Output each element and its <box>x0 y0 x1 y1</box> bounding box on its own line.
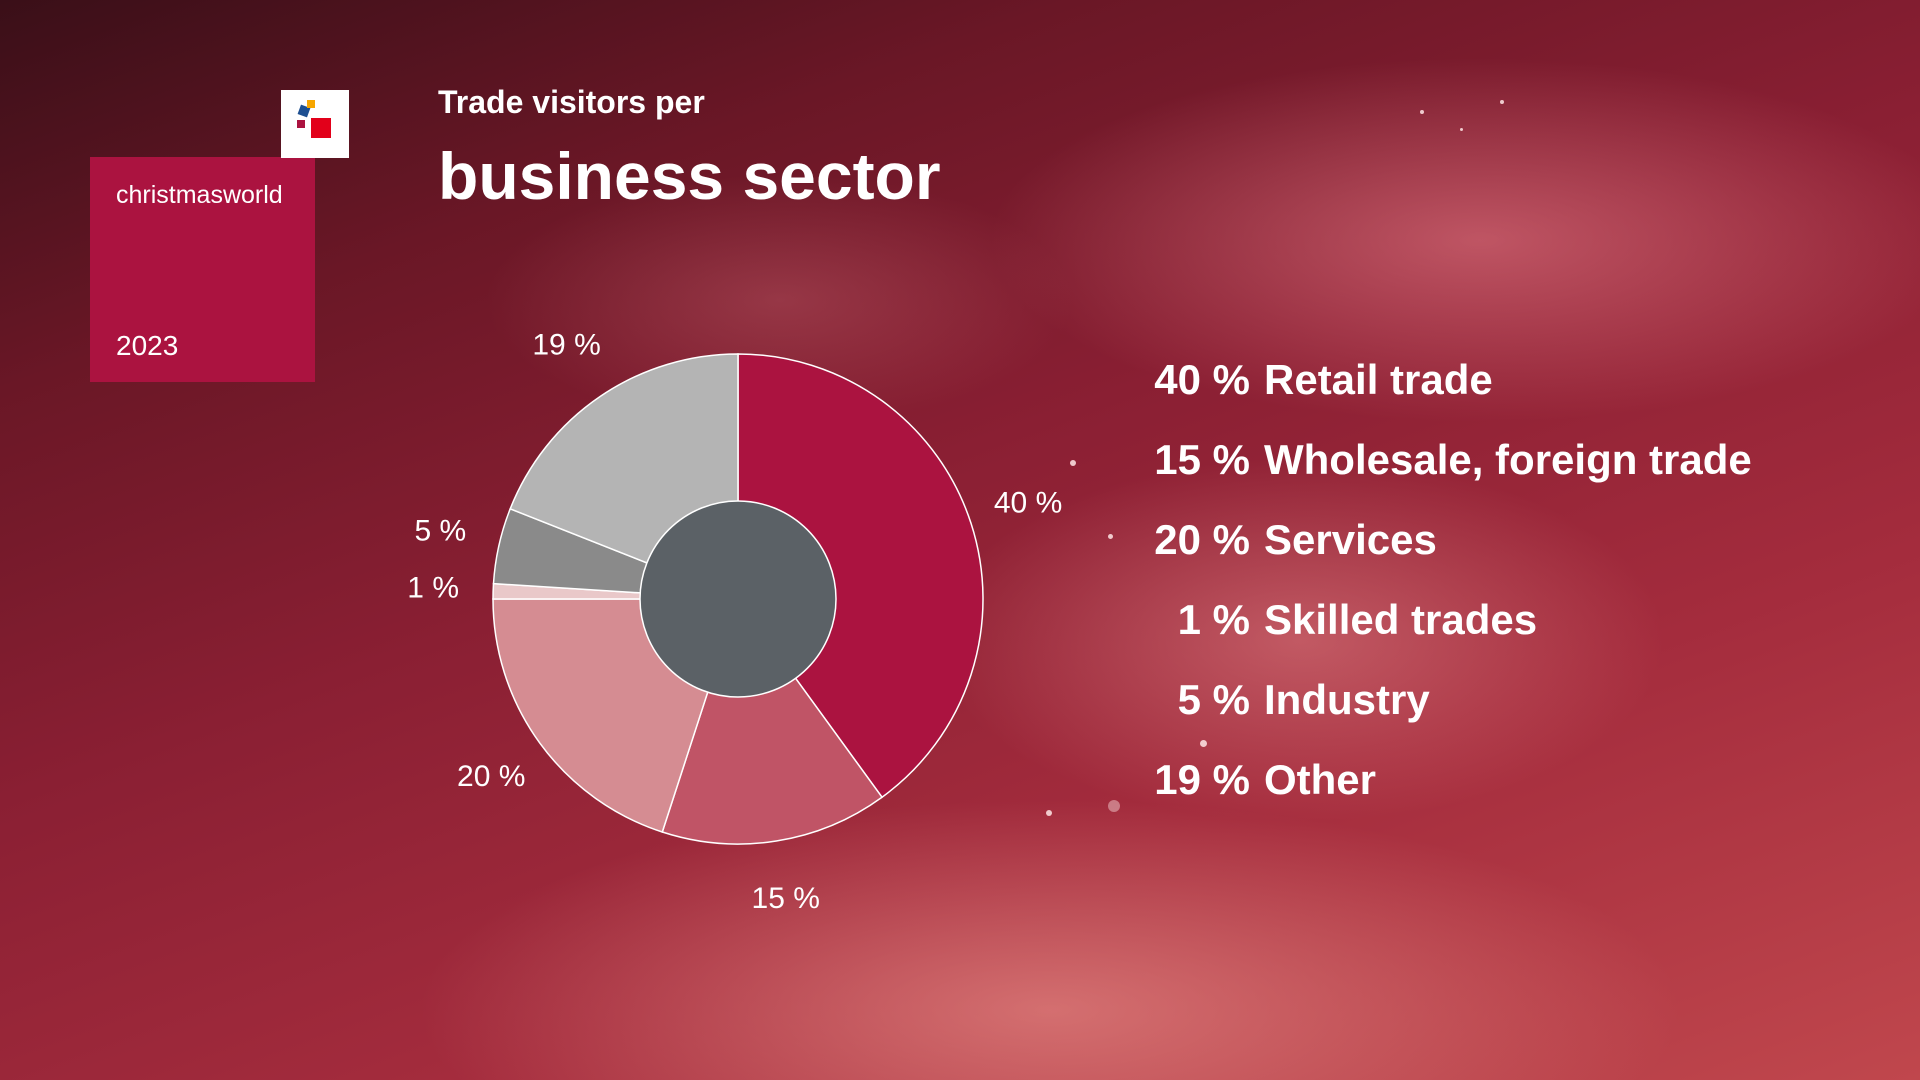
legend-label: Wholesale, foreign trade <box>1264 436 1752 483</box>
pie-slice-label: 19 % <box>532 329 600 362</box>
logo-square-berry <box>297 120 305 128</box>
legend-percent: 5 % <box>1177 676 1250 723</box>
pie-slice-label: 1 % <box>407 571 459 604</box>
sparkle <box>1108 800 1120 812</box>
chart-subtitle: Trade visitors per <box>438 84 705 120</box>
legend: 40 % Retail trade 15 % Wholesale, foreig… <box>1138 340 1752 820</box>
pie-slice <box>661 597 884 845</box>
pie-slice-label: 20 % <box>457 760 525 793</box>
sparkle <box>1500 100 1504 104</box>
legend-label: Skilled trades <box>1264 596 1538 643</box>
legend-item: 19 % Other <box>1138 740 1752 820</box>
sparkle <box>1070 460 1076 466</box>
brand-card: christmasworld 2023 <box>90 157 315 382</box>
pie-slice-label: 15 % <box>752 882 820 915</box>
legend-label: Industry <box>1264 676 1430 723</box>
legend-percent: 19 % <box>1154 756 1250 803</box>
donut-hole <box>639 500 837 698</box>
legend-item: 15 % Wholesale, foreign trade <box>1138 420 1752 500</box>
sparkle <box>1046 810 1052 816</box>
chart-title: business sector <box>438 139 941 213</box>
legend-label: Services <box>1264 516 1437 563</box>
legend-item: 5 % Industry <box>1138 660 1752 740</box>
brand-name: christmasworld <box>116 181 283 209</box>
legend-label: Other <box>1264 756 1377 803</box>
sparkle <box>1460 128 1463 131</box>
legend-percent: 15 % <box>1154 436 1250 483</box>
pie-slice-label: 40 % <box>994 487 1062 520</box>
logo-square-yellow <box>307 100 315 108</box>
brand-logo-icon <box>281 90 349 158</box>
legend-item: 40 % Retail trade <box>1138 340 1752 420</box>
legend-percent: 40 % <box>1154 356 1250 403</box>
pie-slice <box>737 353 984 799</box>
legend-percent: 20 % <box>1154 516 1250 563</box>
sparkle <box>1200 740 1207 747</box>
legend-item: 20 % Services <box>1138 500 1752 580</box>
sparkle <box>1420 110 1424 114</box>
sparkle <box>1108 534 1113 539</box>
legend-percent: 1 % <box>1177 596 1250 643</box>
logo-square-red <box>311 118 331 138</box>
legend-item: 1 % Skilled trades <box>1138 580 1752 660</box>
pie-slice-label: 5 % <box>414 514 466 547</box>
legend-label: Retail trade <box>1264 356 1493 403</box>
brand-year: 2023 <box>116 330 179 361</box>
